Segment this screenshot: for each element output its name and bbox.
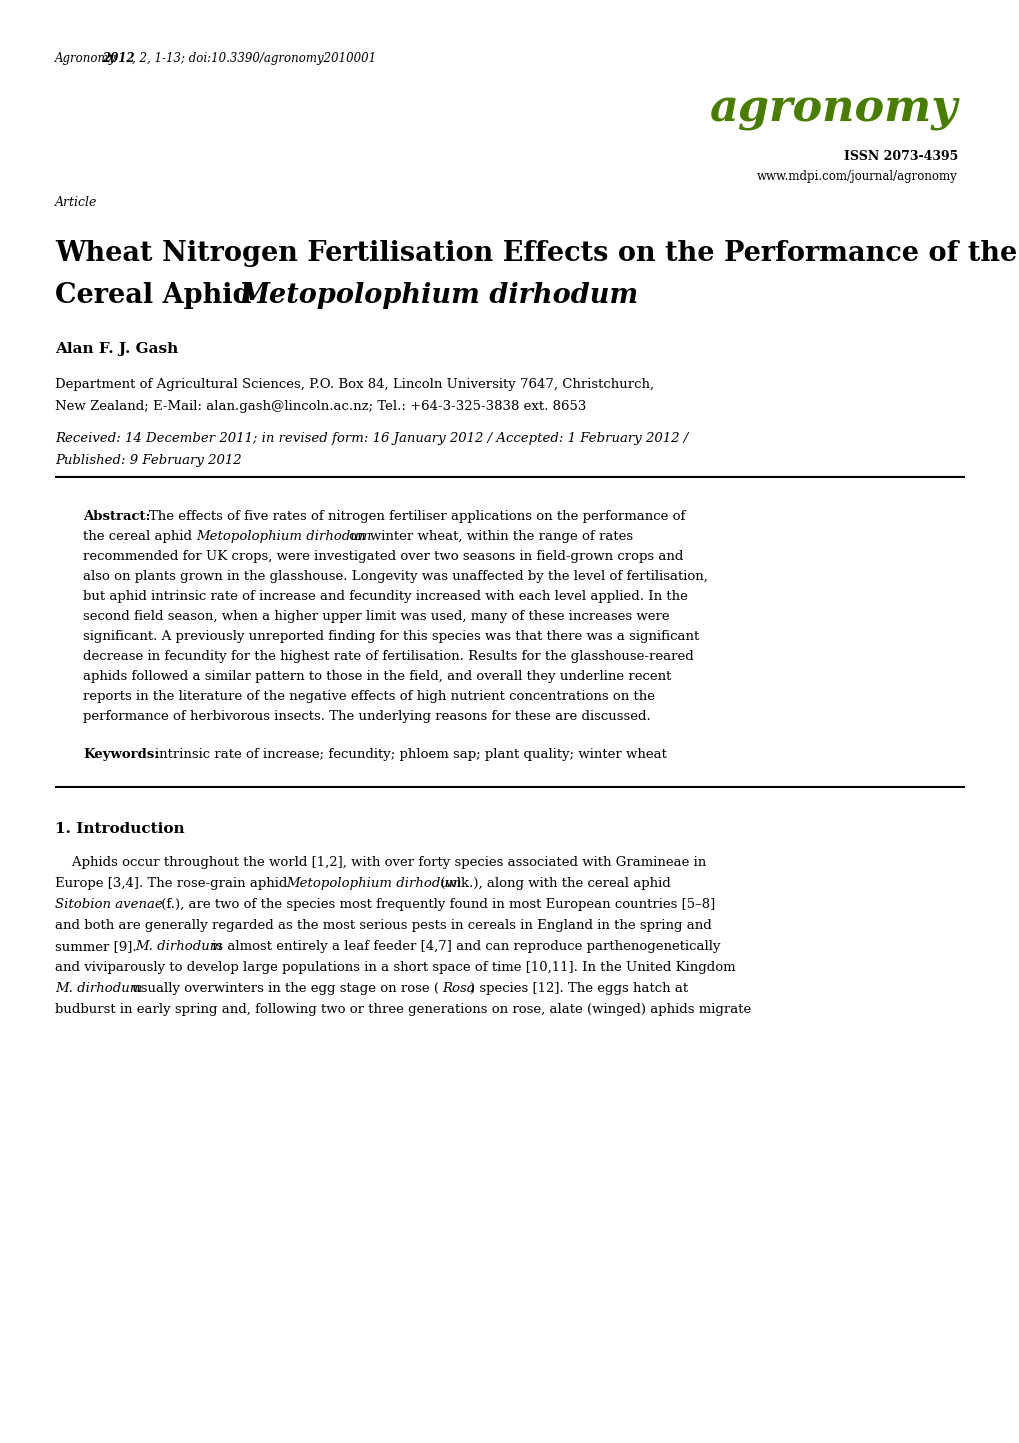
Text: but aphid intrinsic rate of increase and fecundity increased with each level app: but aphid intrinsic rate of increase and… (83, 590, 687, 603)
Text: and viviparously to develop large populations in a short space of time [10,11]. : and viviparously to develop large popula… (55, 961, 735, 974)
Text: (f.), are two of the species most frequently found in most European countries [5: (f.), are two of the species most freque… (157, 898, 714, 911)
Text: Wheat Nitrogen Fertilisation Effects on the Performance of the: Wheat Nitrogen Fertilisation Effects on … (55, 240, 1016, 267)
Text: agronomy: agronomy (709, 88, 957, 131)
Text: Metopolophium dirhodum: Metopolophium dirhodum (196, 530, 371, 543)
Text: Received: 14 December 2011; in revised form: 16 January 2012 / Accepted: 1 Febru: Received: 14 December 2011; in revised f… (55, 431, 688, 444)
Text: Keywords:: Keywords: (83, 747, 159, 760)
Text: M. dirhodum: M. dirhodum (135, 939, 222, 952)
Text: Metopolophium dirhodum: Metopolophium dirhodum (285, 877, 461, 890)
Text: Rosa: Rosa (441, 983, 474, 996)
Text: reports in the literature of the negative effects of high nutrient concentration: reports in the literature of the negativ… (83, 690, 654, 703)
Text: recommended for UK crops, were investigated over two seasons in field-grown crop: recommended for UK crops, were investiga… (83, 550, 683, 563)
Text: Aphids occur throughout the world [1,2], with over forty species associated with: Aphids occur throughout the world [1,2],… (55, 856, 705, 869)
Text: www.mdpi.com/journal/agronomy: www.mdpi.com/journal/agronomy (756, 170, 957, 183)
Text: Alan F. J. Gash: Alan F. J. Gash (55, 342, 178, 356)
Text: also on plants grown in the glasshouse. Longevity was unaffected by the level of: also on plants grown in the glasshouse. … (83, 570, 707, 583)
Text: is almost entirely a leaf feeder [4,7] and can reproduce parthenogenetically: is almost entirely a leaf feeder [4,7] a… (208, 939, 719, 952)
Text: performance of herbivorous insects. The underlying reasons for these are discuss: performance of herbivorous insects. The … (83, 710, 650, 723)
Text: on winter wheat, within the range of rates: on winter wheat, within the range of rat… (344, 530, 633, 543)
Text: aphids followed a similar pattern to those in the field, and overall they underl: aphids followed a similar pattern to tho… (83, 670, 671, 683)
Text: second field season, when a higher upper limit was used, many of these increases: second field season, when a higher upper… (83, 610, 668, 623)
Text: intrinsic rate of increase; fecundity; phloem sap; plant quality; winter wheat: intrinsic rate of increase; fecundity; p… (155, 747, 666, 760)
Text: 2012: 2012 (102, 52, 135, 65)
Text: ) species [12]. The eggs hatch at: ) species [12]. The eggs hatch at (470, 983, 688, 996)
Text: budburst in early spring and, following two or three generations on rose, alate : budburst in early spring and, following … (55, 1003, 751, 1016)
Text: decrease in fecundity for the highest rate of fertilisation. Results for the gla: decrease in fecundity for the highest ra… (83, 649, 693, 662)
Text: Article: Article (55, 196, 97, 209)
Text: Cereal Aphid: Cereal Aphid (55, 281, 261, 309)
Text: and both are generally regarded as the most serious pests in cereals in England : and both are generally regarded as the m… (55, 919, 711, 932)
Text: Europe [3,4]. The rose-grain aphid: Europe [3,4]. The rose-grain aphid (55, 877, 291, 890)
Text: , 2, 1-13; doi:10.3390/agronomy2010001: , 2, 1-13; doi:10.3390/agronomy2010001 (131, 52, 376, 65)
Text: Sitobion avenae: Sitobion avenae (55, 898, 163, 911)
Text: ISSN 2073-4395: ISSN 2073-4395 (843, 150, 957, 163)
Text: summer [9].: summer [9]. (55, 939, 141, 952)
Text: (wlk.), along with the cereal aphid: (wlk.), along with the cereal aphid (435, 877, 671, 890)
Text: The effects of five rates of nitrogen fertiliser applications on the performance: The effects of five rates of nitrogen fe… (149, 509, 685, 522)
Text: Metopolophium dirhodum: Metopolophium dirhodum (239, 281, 639, 309)
Text: OPEN ACCESS: OPEN ACCESS (798, 48, 879, 58)
Text: Published: 9 February 2012: Published: 9 February 2012 (55, 455, 242, 468)
Text: 1. Introduction: 1. Introduction (55, 823, 184, 835)
Text: New Zealand; E-Mail: alan.gash@lincoln.ac.nz; Tel.: +64-3-325-3838 ext. 8653: New Zealand; E-Mail: alan.gash@lincoln.a… (55, 400, 586, 413)
Text: usually overwinters in the egg stage on rose (: usually overwinters in the egg stage on … (127, 983, 438, 996)
Text: Agronomy: Agronomy (55, 52, 120, 65)
Text: Abstract:: Abstract: (83, 509, 151, 522)
Text: M. dirhodum: M. dirhodum (55, 983, 143, 996)
Text: significant. A previously unreported finding for this species was that there was: significant. A previously unreported fin… (83, 631, 699, 644)
Text: Department of Agricultural Sciences, P.O. Box 84, Lincoln University 7647, Chris: Department of Agricultural Sciences, P.O… (55, 378, 653, 391)
Text: the cereal aphid: the cereal aphid (83, 530, 196, 543)
